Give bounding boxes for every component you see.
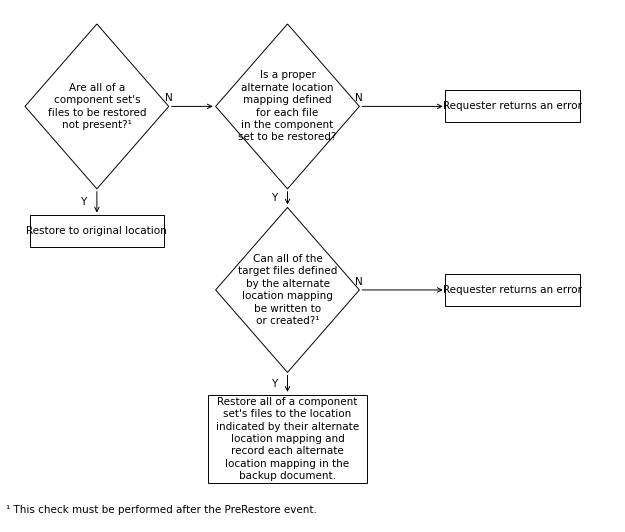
Bar [445,274,579,306]
Bar [445,90,579,122]
Text: Can all of the
target files defined
by the alternate
location mapping
be written: Can all of the target files defined by t… [238,254,338,326]
Text: ¹ This check must be performed after the PreRestore event.: ¹ This check must be performed after the… [6,505,317,515]
Text: N: N [165,94,172,103]
Text: Is a proper
alternate location
mapping defined
for each file
in the component
se: Is a proper alternate location mapping d… [238,70,337,143]
Text: Y: Y [271,379,277,388]
Text: Restore all of a component
set's files to the location
indicated by their altern: Restore all of a component set's files t… [216,397,359,481]
Text: Are all of a
component set's
files to be restored
not present?¹: Are all of a component set's files to be… [48,83,146,130]
Text: N: N [356,277,363,287]
Text: Requester returns an error: Requester returns an error [443,285,582,295]
Text: Requester returns an error: Requester returns an error [443,102,582,111]
Text: Y: Y [271,193,277,203]
Bar [30,215,164,247]
Bar [208,395,368,483]
Text: Y: Y [80,197,86,207]
Text: N: N [356,94,363,103]
Text: Restore to original location: Restore to original location [26,227,168,236]
